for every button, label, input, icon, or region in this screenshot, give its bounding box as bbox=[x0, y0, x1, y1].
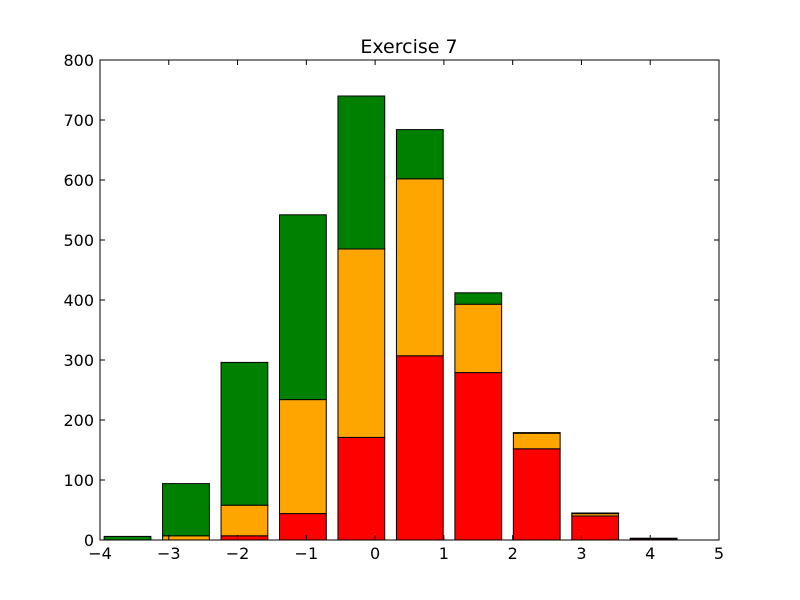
y-tick-label-2: 200 bbox=[63, 411, 94, 430]
bar-segment-7-2 bbox=[512, 432, 561, 434]
x-tick-label-9: 5 bbox=[714, 544, 724, 563]
x-tick-label-4: 0 bbox=[370, 544, 380, 563]
x-tick-label-1: −3 bbox=[157, 544, 181, 563]
bar-segment-6-0 bbox=[454, 372, 503, 541]
bar-segment-1-2 bbox=[162, 483, 210, 537]
bar-segment-2-1 bbox=[220, 504, 269, 537]
bar-segment-2-2 bbox=[220, 361, 269, 506]
bar-segment-5-2 bbox=[395, 129, 444, 180]
y-tick-label-3: 300 bbox=[63, 351, 94, 370]
x-tick-label-5: 1 bbox=[439, 544, 449, 563]
bar-segment-3-2 bbox=[279, 214, 327, 401]
bar-segment-9-1 bbox=[629, 537, 678, 540]
y-tick-label-1: 100 bbox=[63, 471, 94, 490]
x-tick-label-6: 2 bbox=[508, 544, 518, 563]
y-tick-label-4: 400 bbox=[63, 291, 94, 310]
x-tick-label-3: −1 bbox=[295, 544, 319, 563]
y-tick-label-7: 700 bbox=[63, 111, 94, 130]
y-tick-label-6: 600 bbox=[63, 171, 94, 190]
y-tick-label-0: 0 bbox=[84, 531, 94, 550]
bars-group bbox=[103, 95, 678, 541]
bar-segment-2-0 bbox=[220, 535, 269, 541]
x-tick-label-0: −4 bbox=[88, 544, 112, 563]
y-tick-label-8: 800 bbox=[63, 51, 94, 70]
x-tick-label-2: −2 bbox=[226, 544, 250, 563]
bar-segment-4-2 bbox=[337, 95, 386, 250]
bar-segment-7-1 bbox=[512, 432, 561, 450]
bar-segment-1-1 bbox=[162, 535, 210, 541]
x-tick-label-7: 3 bbox=[576, 544, 586, 563]
bar-segment-4-1 bbox=[337, 248, 386, 438]
bar-segment-8-2 bbox=[571, 512, 620, 515]
bar-segment-3-0 bbox=[279, 513, 327, 541]
bar-segment-6-1 bbox=[454, 303, 503, 374]
bar-segment-5-1 bbox=[395, 178, 444, 357]
plot-frame bbox=[99, 59, 720, 541]
bar-segment-5-0 bbox=[395, 355, 444, 541]
x-tick-label-8: 4 bbox=[645, 544, 655, 563]
bar-segment-3-1 bbox=[279, 399, 327, 515]
ticks-group: −4 −3 −2 −1 0 1 2 3 4 5 0 100 200 300 400 500 600 700 800 bbox=[63, 51, 724, 563]
bar-segment-0-2 bbox=[103, 535, 152, 541]
y-tick-label-5: 500 bbox=[63, 231, 94, 250]
bar-segment-4-0 bbox=[337, 436, 386, 541]
bar-segment-6-2 bbox=[454, 292, 503, 305]
bar-segment-8-0 bbox=[571, 515, 620, 541]
chart-title: Exercise 7 bbox=[360, 36, 457, 58]
bar-segment-7-0 bbox=[512, 448, 561, 541]
